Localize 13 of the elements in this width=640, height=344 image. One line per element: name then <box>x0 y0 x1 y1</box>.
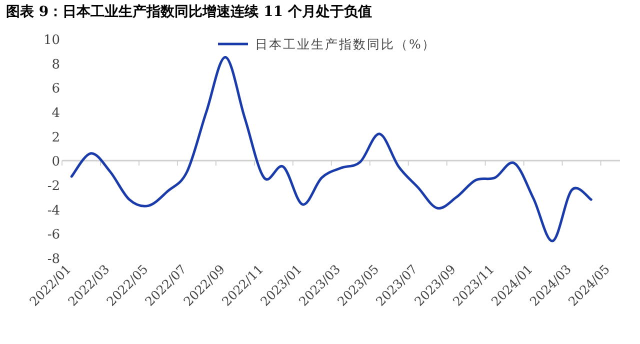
y-tick-label: 0 <box>52 154 60 170</box>
y-tick-label: -2 <box>47 179 60 194</box>
y-tick-label: 8 <box>52 57 60 72</box>
line-series <box>70 56 592 242</box>
y-tick-label: 6 <box>52 82 60 97</box>
y-tick-label: 4 <box>52 106 60 121</box>
chart-title: 图表 9：日本工业生产指数同比增速连续 11 个月处于负值 <box>6 3 372 20</box>
y-tick-label: -8 <box>47 252 60 267</box>
y-tick-label: 10 <box>43 33 60 48</box>
y-tick-label: -6 <box>47 228 60 243</box>
y-tick-label: 2 <box>52 130 60 146</box>
y-tick-label: -4 <box>47 203 60 218</box>
legend-label: 日本工业生产指数同比（%） <box>255 36 436 52</box>
